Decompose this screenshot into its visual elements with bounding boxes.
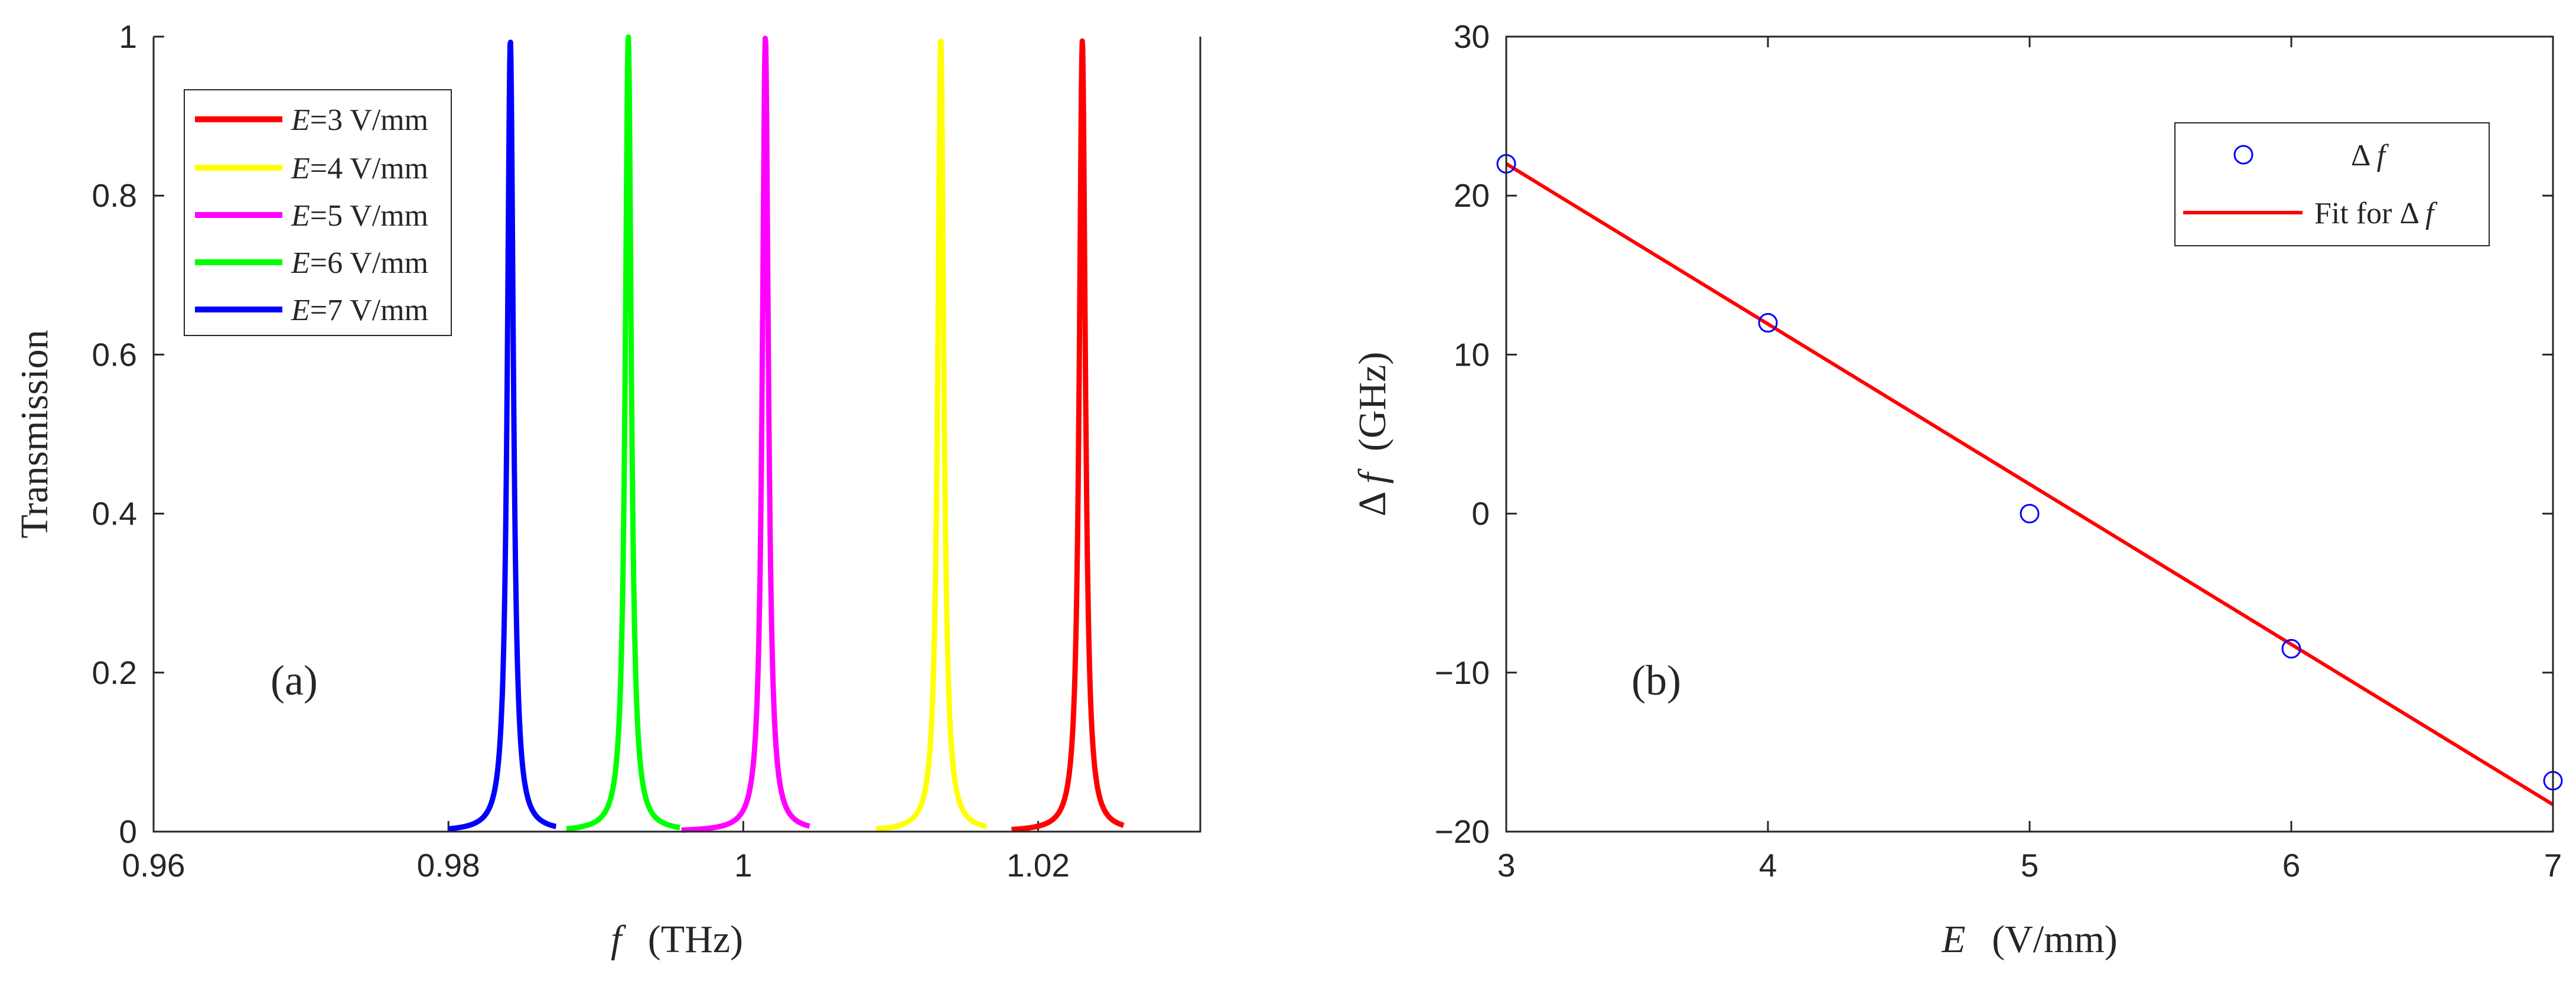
chart-b-ylabel-var: f — [1351, 468, 1394, 484]
chart-b-point-1 — [1758, 313, 1778, 333]
chart-a-ytick-label: 0.4 — [92, 496, 137, 532]
chart-b-ytick-label: 30 — [1454, 18, 1490, 55]
chart-b-ticks: 3 4 5 6 7 −20 −10 0 10 20 30 — [1435, 18, 2562, 884]
chart-a-xlabel-unit: (THz) — [648, 918, 743, 961]
svg-text:E=6 V/mm: E=6 V/mm — [291, 246, 428, 280]
chart-a-series — [446, 34, 1126, 833]
chart-a-ytick-label: 1 — [119, 18, 137, 55]
chart-b-ytick-label: −10 — [1435, 654, 1490, 691]
chart-a-xtick-label: 1 — [734, 847, 753, 884]
chart-a-series-line-4 — [446, 40, 559, 832]
chart-b-legend-prefix-1: Fit for — [2314, 197, 2399, 230]
chart-a-legend-text-0: =3 V/mm — [310, 103, 428, 137]
chart-a-legend: E=3 V/mm E=4 V/mm E=5 V/mm E=6 V/mm E=7 … — [184, 89, 452, 336]
chart-b-legend-marker — [2233, 145, 2253, 165]
chart-b-xlabel-unit: (V/mm) — [1992, 918, 2118, 961]
chart-b-point-2 — [2020, 504, 2040, 524]
chart-a-legend-var-2: E — [291, 199, 310, 233]
chart-b-ytick-label: 20 — [1454, 177, 1490, 214]
svg-text:E=7 V/mm: E=7 V/mm — [291, 294, 428, 327]
chart-a-legend-text-3: =6 V/mm — [310, 246, 428, 280]
chart-b-axes-box — [1505, 35, 2554, 833]
chart-a-legend-var-3: E — [291, 246, 310, 280]
chart-b-xtick-label: 5 — [2021, 847, 2039, 884]
chart-b-xlabel-var: E — [1941, 918, 1965, 961]
chart-a-series-line-0 — [1009, 38, 1126, 832]
chart-a-series-line-2 — [679, 35, 812, 833]
chart-a-legend-var-4: E — [291, 294, 310, 327]
chart-a-series-line-1 — [874, 38, 989, 832]
chart-b-ylabel-unit: (GHz) — [1351, 352, 1394, 452]
chart-a-legend-entry: E=5 V/mm — [195, 199, 428, 233]
chart-b-ytick-label: 0 — [1471, 496, 1490, 532]
chart-a-axes-box — [152, 37, 1201, 833]
chart-b-ytick-label: 10 — [1454, 336, 1490, 373]
chart-b-legend-box — [2174, 122, 2490, 246]
chart-b-legend: Δ f Fit for Δ f — [2174, 122, 2490, 246]
chart-a-legend-text-4: =7 V/mm — [310, 294, 428, 327]
chart-a-legend-entry: E=4 V/mm — [195, 152, 428, 185]
chart-a-xlabel: f (THz) — [611, 918, 743, 961]
chart-a-legend-text-2: =5 V/mm — [310, 199, 428, 233]
chart-a-panel-label: (a) — [271, 657, 318, 704]
svg-text:E=5 V/mm: E=5 V/mm — [291, 199, 428, 233]
chart-b-xlabel: E (V/mm) — [1941, 918, 2117, 961]
chart-a-legend-text-1: =4 V/mm — [310, 152, 428, 185]
chart-a-legend-entry: E=7 V/mm — [195, 294, 428, 327]
chart-a-xtick-label: 1.02 — [1007, 847, 1070, 884]
chart-a-xtick-label: 0.98 — [417, 847, 480, 884]
chart-b-xtick-label: 7 — [2544, 847, 2562, 884]
chart-b-legend-delta-0: Δ — [2351, 139, 2370, 172]
chart-a-legend-entry: E=6 V/mm — [195, 246, 428, 280]
chart-a-ytick-label: 0.8 — [92, 177, 137, 214]
chart-b-ylabel: Δ f (GHz) — [1351, 352, 1394, 517]
chart-a-series-line-3 — [564, 34, 682, 832]
chart-a-legend-entry: E=3 V/mm — [195, 103, 428, 137]
chart-b-xtick-label: 3 — [1497, 847, 1516, 884]
chart-a-ticks: 0.96 0.98 1 1.02 0 0.2 0.4 0.6 0.8 1 — [92, 18, 1070, 884]
chart-b-panel-label: (b) — [1631, 657, 1681, 704]
svg-text:Δ f: Δ f — [2351, 139, 2389, 172]
svg-text:E=3 V/mm: E=3 V/mm — [291, 103, 428, 137]
chart-a-legend-var-1: E — [291, 152, 310, 185]
chart-b-legend-delta-1: Δ — [2399, 197, 2418, 230]
chart-a-legend-var-0: E — [291, 103, 310, 137]
chart-b-fit-line — [1505, 162, 2554, 806]
chart-b-ylabel-delta: Δ — [1351, 493, 1394, 516]
chart-b-xtick-label: 6 — [2282, 847, 2301, 884]
chart-b-point-3 — [2281, 638, 2301, 659]
svg-text:E=4 V/mm: E=4 V/mm — [291, 152, 428, 185]
chart-b-ytick-label: −20 — [1435, 813, 1490, 850]
chart-a-ytick-label: 0.6 — [92, 336, 137, 373]
chart-b: 3 4 5 6 7 −20 −10 0 10 20 30 Δ f (GHz) E (V/mm) (b… — [1351, 18, 2563, 961]
chart-a-xtick-label: 0.96 — [122, 847, 185, 884]
chart-b-xtick-label: 4 — [1759, 847, 1777, 884]
chart-a-xlabel-var: f — [611, 918, 626, 961]
svg-text:Fit for Δ: Fit for Δ f — [2314, 197, 2438, 230]
chart-a-ytick-label: 0.2 — [92, 654, 137, 691]
chart-a: 0.96 0.98 1 1.02 0 0.2 0.4 0.6 0.8 1 Transmission… — [13, 18, 1201, 961]
chart-a-ylabel: Transmission — [13, 330, 56, 538]
chart-a-ytick-label: 0 — [119, 813, 137, 850]
